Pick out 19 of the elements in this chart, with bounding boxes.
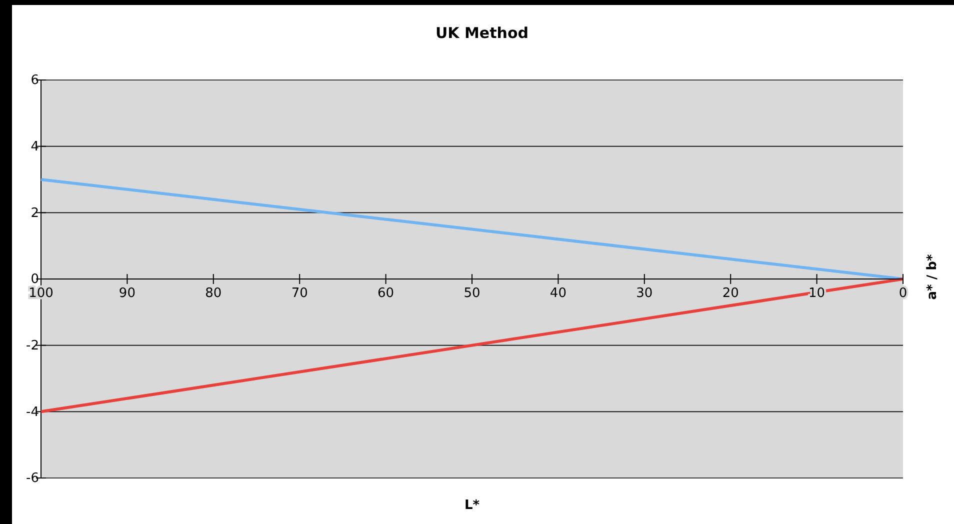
chart-title: UK Method: [435, 24, 529, 42]
y-tick-label: -2: [26, 338, 39, 354]
y-tick-label: -4: [26, 404, 39, 420]
x-tick-label: 90: [118, 286, 136, 302]
y-axis-title: a* / b*: [925, 254, 940, 300]
x-tick-label: 60: [378, 286, 394, 302]
x-tick-label: 50: [464, 286, 480, 302]
x-tick-label: 40: [550, 286, 566, 302]
x-tick-label: 0: [898, 286, 908, 302]
x-tick-label: 70: [291, 286, 308, 302]
y-tick-label: 0: [30, 272, 39, 288]
y-tick-label: 4: [30, 139, 39, 154]
x-tick-label: 20: [722, 286, 739, 302]
y-tick-label: -6: [26, 471, 39, 486]
x-tick-label: 30: [636, 286, 653, 302]
x-axis-title: L*: [464, 498, 480, 513]
y-tick-label: 2: [30, 206, 39, 221]
x-tick-label: 80: [205, 286, 222, 302]
y-tick-label: 6: [30, 73, 39, 88]
